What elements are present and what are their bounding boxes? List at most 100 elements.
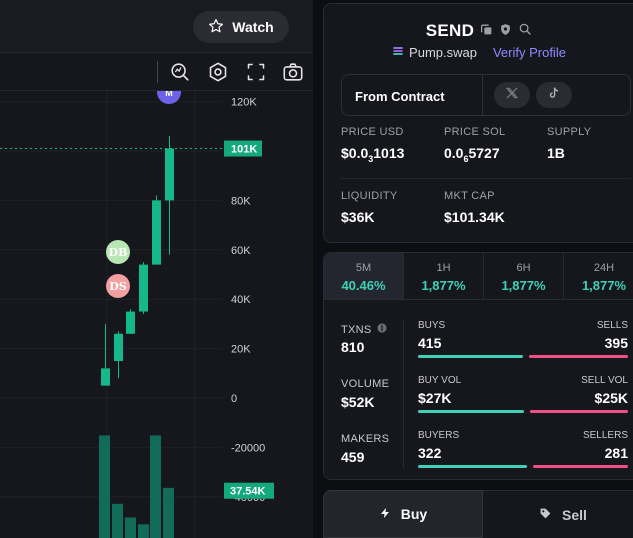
- supply-value: 1B: [547, 145, 565, 161]
- platform-label: Pump.swap: [409, 45, 477, 60]
- price-badge: 101K: [224, 140, 262, 157]
- settings-icon[interactable]: [207, 61, 229, 83]
- tiktok-social-button[interactable]: [536, 82, 572, 108]
- mkt-cap-stat: MKT CAP $101.34K: [444, 190, 505, 225]
- y-tick-label: -20000: [231, 442, 265, 454]
- tab-6h[interactable]: 6H 1,877%: [484, 253, 564, 299]
- price-sol-stat: PRICE SOL 0.065727: [444, 126, 505, 164]
- copy-icon[interactable]: [480, 21, 493, 41]
- volume-bar: [138, 524, 149, 538]
- camera-icon[interactable]: [282, 61, 304, 83]
- candle: [165, 148, 174, 201]
- volume-bar: [150, 435, 161, 538]
- verify-profile-link[interactable]: Verify Profile: [492, 45, 566, 60]
- tf-value: 40.46%: [341, 278, 386, 293]
- pump-swap-icon: [392, 45, 404, 60]
- txns-label: TXNS: [341, 323, 387, 336]
- y-tick-label: 80K: [231, 195, 251, 207]
- candle: [152, 200, 161, 265]
- sell-vol-label: SELL VOL: [581, 375, 628, 386]
- price-sol-value: 0.065727: [444, 145, 500, 164]
- chart-header: Watch: [0, 0, 313, 53]
- sellers-value: 281: [604, 445, 628, 461]
- indicator-search-icon[interactable]: [169, 61, 191, 83]
- y-tick-label: 60K: [231, 245, 251, 257]
- watch-label: Watch: [232, 19, 274, 35]
- watch-button[interactable]: Watch: [193, 11, 289, 43]
- shield-icon[interactable]: [499, 21, 512, 41]
- trade-marker-ds[interactable]: DS: [106, 274, 130, 298]
- sell-tab[interactable]: Sell: [483, 490, 633, 538]
- buy-vol-bar: [418, 410, 525, 413]
- contract-divider: [482, 75, 483, 115]
- token-name: SEND: [425, 21, 475, 40]
- buy-vol-label: BUY VOL: [418, 375, 462, 386]
- makers-label: MAKERS: [341, 433, 390, 445]
- volume-label: VOLUME: [341, 378, 390, 390]
- price-sol-label: PRICE SOL: [444, 126, 506, 138]
- price-badge-label: 101K: [231, 144, 257, 156]
- stats-divider: [341, 178, 631, 179]
- trade-tabs: Buy Sell: [323, 490, 633, 538]
- buys-label: BUYS: [418, 320, 446, 331]
- trade-marker-top-label: M: [165, 91, 173, 98]
- x-social-button[interactable]: [494, 82, 530, 108]
- star-icon: [208, 18, 224, 37]
- sellers-label: SELLERS: [582, 430, 628, 441]
- tf-label: 24H: [593, 262, 615, 274]
- volume-bar: [125, 517, 136, 538]
- tf-value: 1,877%: [581, 278, 627, 293]
- trade-marker-top[interactable]: M: [157, 91, 181, 104]
- buy-vol-value: $27K: [418, 390, 452, 406]
- supply-stat: SUPPLY 1B: [547, 126, 591, 161]
- fullscreen-icon[interactable]: [245, 61, 267, 83]
- tf-value: 1,877%: [501, 278, 546, 293]
- sells-value: 395: [604, 335, 628, 351]
- liquidity-stat: LIQUIDITY $36K: [341, 190, 398, 225]
- trade-marker-db-label: DB: [109, 246, 128, 259]
- candle: [101, 368, 110, 386]
- volume-badge-label: 37.54K: [230, 486, 266, 498]
- search-icon[interactable]: [518, 21, 532, 41]
- token-info-card: SEND Pump.swap Verify Profile: [323, 3, 633, 243]
- buys-bar: [418, 355, 523, 358]
- trade-marker-ds-label: DS: [109, 280, 127, 293]
- supply-label: SUPPLY: [547, 126, 592, 138]
- tf-label: 5M: [355, 262, 372, 274]
- trade-marker-db[interactable]: DB: [106, 240, 130, 264]
- buy-tab[interactable]: Buy: [323, 490, 483, 538]
- tf-value: 1,877%: [421, 278, 466, 293]
- tiktok-icon: [547, 86, 561, 105]
- y-tick-label: 40K: [231, 294, 251, 306]
- candle: [126, 311, 135, 334]
- sellers-bar: [533, 465, 628, 468]
- candle: [139, 264, 148, 312]
- buys-value: 415: [418, 335, 442, 351]
- volume-badge: 37.54K: [224, 482, 274, 499]
- tab-24h[interactable]: 24H 1,877%: [564, 253, 633, 299]
- token-panel: SEND Pump.swap Verify Profile: [321, 0, 633, 538]
- sells-bar: [528, 355, 628, 358]
- y-tick-label: 20K: [231, 344, 251, 356]
- tag-icon: [539, 507, 552, 523]
- chart-panel: Watch 120K100K80K60K40K20K0-20000-40000 …: [0, 0, 313, 538]
- volume-value: $52K: [341, 394, 375, 410]
- txns-value: 810: [341, 339, 365, 355]
- liquidity-label: LIQUIDITY: [341, 190, 398, 202]
- y-tick-label: 0: [231, 393, 237, 405]
- sell-vol-bar: [530, 410, 628, 413]
- platform-link[interactable]: Pump.swap: [392, 45, 477, 60]
- price-chart[interactable]: 120K100K80K60K40K20K0-20000-40000 M DB D…: [0, 91, 313, 538]
- tf-label: 1H: [436, 262, 451, 274]
- tab-1h[interactable]: 1H 1,877%: [404, 253, 484, 299]
- timeframe-card: 5M 40.46% 1H 1,877% 6H 1,877% 24H 1,877%…: [323, 252, 633, 480]
- volume-bar: [99, 435, 110, 538]
- info-icon[interactable]: [376, 323, 387, 336]
- tab-5m[interactable]: 5M 40.46%: [324, 253, 404, 299]
- volume-bar: [112, 503, 123, 538]
- sell-vol-value: $25K: [594, 390, 628, 406]
- buyers-value: 322: [418, 445, 442, 461]
- x-icon: [505, 86, 519, 105]
- mkt-cap-label: MKT CAP: [444, 190, 495, 202]
- mkt-cap-value: $101.34K: [444, 209, 505, 225]
